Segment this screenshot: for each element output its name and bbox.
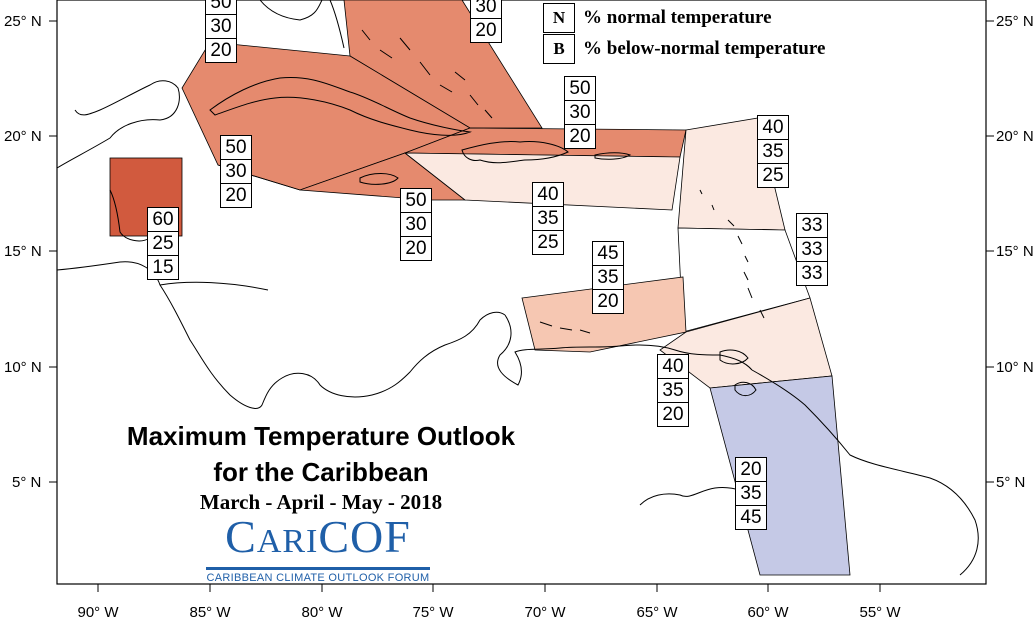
prob-below: 20 bbox=[658, 402, 688, 426]
legend-text-normal: % normal temperature bbox=[583, 6, 772, 28]
prob-below: 20 bbox=[593, 289, 623, 313]
prob-below: 20 bbox=[206, 38, 236, 62]
prob-normal: 35 bbox=[593, 265, 623, 289]
prob-above: 20 bbox=[740, 459, 762, 480]
lat-axis-right: 25° N 20° N 15° N 10° N 5° N bbox=[996, 13, 1034, 491]
lon-label: 75° W bbox=[412, 604, 454, 621]
prob-above: 40 bbox=[762, 117, 784, 138]
prob-below: 25 bbox=[533, 230, 563, 254]
prob-normal: 30 bbox=[221, 159, 251, 183]
logo-rest-1: ARI bbox=[256, 523, 319, 560]
lon-label: 90° W bbox=[77, 604, 119, 621]
prob-box-windward: 33 33 33 bbox=[796, 213, 828, 286]
prob-normal: 33 bbox=[797, 237, 827, 261]
lat-label: 15° N bbox=[4, 243, 42, 260]
prob-below: 45 bbox=[736, 505, 766, 529]
lat-label: 5° N bbox=[996, 474, 1025, 491]
region-puerto-rico bbox=[403, 152, 681, 211]
prob-box-cuba: 50 30 20 bbox=[220, 135, 252, 208]
prob-box-abc: 45 35 20 bbox=[592, 241, 624, 314]
prob-below: 20 bbox=[565, 124, 595, 148]
logo-wordmark: CARICOF bbox=[202, 512, 434, 567]
prob-below: 33 bbox=[797, 261, 827, 285]
forecast-period: March - April - May - 2018 bbox=[199, 490, 443, 514]
lat-label: 20° N bbox=[996, 128, 1034, 145]
logo-cap-1: C bbox=[225, 511, 257, 562]
legend-text-below: % below-normal temperature bbox=[583, 37, 826, 59]
lon-label: 55° W bbox=[859, 604, 901, 621]
prob-above: 60 bbox=[152, 209, 174, 230]
prob-below: 15 bbox=[148, 255, 178, 279]
lat-label: 25° N bbox=[996, 13, 1034, 30]
lat-label: 20° N bbox=[4, 128, 42, 145]
prob-above: 50 bbox=[405, 190, 427, 211]
prob-normal: 30 bbox=[206, 14, 236, 38]
legend: N % normal temperature B % below-normal … bbox=[543, 2, 825, 64]
prob-box-turks-caicos: 30 20 bbox=[470, 0, 502, 43]
prob-box-puerto-rico: 40 35 25 bbox=[532, 182, 564, 255]
lon-label: 85° W bbox=[189, 604, 231, 621]
prob-above: 45 bbox=[597, 243, 619, 264]
prob-below: 20 bbox=[471, 18, 501, 42]
lon-axis: 90° W 85° W 80° W 75° W 70° W 65° W 60° … bbox=[77, 604, 901, 621]
map-title: Maximum Temperature Outlook for the Cari… bbox=[90, 418, 552, 490]
logo-cap-2: COF bbox=[318, 511, 411, 562]
title-line-2: for the Caribbean bbox=[213, 457, 429, 487]
lon-label: 60° W bbox=[747, 604, 789, 621]
prob-normal: 35 bbox=[758, 139, 788, 163]
prob-above: 40 bbox=[537, 184, 559, 205]
prob-box-guianas: 20 35 45 bbox=[735, 457, 767, 530]
lon-label: 65° W bbox=[636, 604, 678, 621]
prob-above: 50 bbox=[225, 137, 247, 158]
prob-normal: 25 bbox=[148, 231, 178, 255]
lat-label: 15° N bbox=[996, 243, 1034, 260]
legend-key-normal: N bbox=[543, 2, 575, 33]
lat-label: 25° N bbox=[4, 13, 42, 30]
prob-above: 40 bbox=[662, 356, 684, 377]
lon-label: 80° W bbox=[301, 604, 343, 621]
prob-box-belize: 60 25 15 bbox=[147, 207, 179, 280]
prob-below: 25 bbox=[758, 163, 788, 187]
lat-label: 10° N bbox=[996, 359, 1034, 376]
region-abc bbox=[521, 276, 687, 353]
prob-box-bahamas: 50 30 20 bbox=[205, 0, 237, 63]
legend-key-below: B bbox=[543, 33, 575, 64]
prob-normal: 35 bbox=[533, 206, 563, 230]
prob-box-jamaica: 50 30 20 bbox=[400, 188, 432, 261]
legend-row-normal: N % normal temperature bbox=[543, 2, 825, 33]
prob-box-leeward: 40 35 25 bbox=[757, 115, 789, 188]
prob-normal: 35 bbox=[736, 481, 766, 505]
lat-label: 5° N bbox=[12, 474, 41, 491]
prob-below: 20 bbox=[221, 183, 251, 207]
lat-label: 10° N bbox=[4, 359, 42, 376]
logo-rule bbox=[206, 567, 430, 570]
prob-normal: 35 bbox=[658, 378, 688, 402]
caricof-logo: CARICOF CARIBBEAN CLIMATE OUTLOOK FORUM bbox=[202, 512, 434, 584]
logo-subtitle: CARIBBEAN CLIMATE OUTLOOK FORUM bbox=[206, 572, 430, 584]
prob-below: 20 bbox=[401, 236, 431, 260]
prob-normal: 30 bbox=[401, 212, 431, 236]
legend-row-below: B % below-normal temperature bbox=[543, 33, 825, 64]
prob-above: 50 bbox=[210, 0, 232, 13]
prob-box-hispaniola: 50 30 20 bbox=[564, 76, 596, 149]
lon-label: 70° W bbox=[524, 604, 566, 621]
lat-axis-left: 25° N 20° N 15° N 10° N 5° N bbox=[4, 13, 42, 491]
prob-box-trinidad: 40 35 20 bbox=[657, 354, 689, 427]
prob-above: 50 bbox=[569, 78, 591, 99]
prob-normal: 30 bbox=[475, 0, 497, 17]
title-line-1: Maximum Temperature Outlook bbox=[126, 421, 516, 451]
prob-above: 33 bbox=[801, 215, 823, 236]
prob-normal: 30 bbox=[565, 100, 595, 124]
